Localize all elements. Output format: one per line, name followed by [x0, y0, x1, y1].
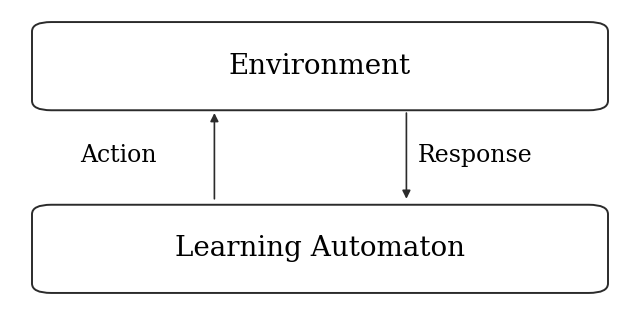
Text: Learning Automaton: Learning Automaton	[175, 235, 465, 262]
Text: Action: Action	[80, 144, 157, 168]
Text: Response: Response	[417, 144, 532, 168]
FancyBboxPatch shape	[32, 205, 608, 293]
FancyBboxPatch shape	[32, 22, 608, 110]
Text: Environment: Environment	[229, 53, 411, 80]
